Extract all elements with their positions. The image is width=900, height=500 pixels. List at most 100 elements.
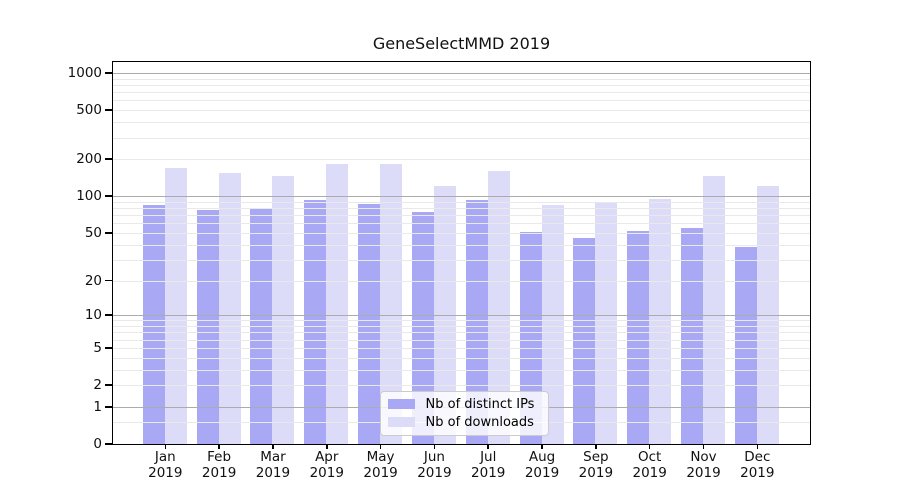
bar-nb-of-distinct-ips-apr-2019 — [304, 200, 327, 444]
y-tick-mark — [105, 109, 112, 111]
x-tick-mark — [756, 444, 759, 449]
x-tick-label-line: 2019 — [740, 465, 775, 481]
y-tick-mark — [105, 279, 112, 282]
x-tick-label-nov-2019: Nov 2019 — [668, 449, 740, 481]
y-tick-mark — [105, 347, 112, 349]
bar-nb-of-distinct-ips-jan-2019 — [142, 204, 165, 444]
x-tick-mark — [379, 444, 382, 449]
x-tick-label-jul-2019: Jul 2019 — [452, 449, 524, 481]
bar-nb-of-downloads-nov-2019 — [703, 175, 725, 444]
minor-gridline — [112, 384, 810, 386]
x-tick-label-aug-2019: Aug 2019 — [506, 449, 578, 481]
bars-layer — [113, 62, 810, 444]
x-tick-label-line: Mar — [260, 449, 286, 465]
x-tick-mark — [648, 444, 651, 449]
bar-nb-of-downloads-jan-2019 — [164, 168, 187, 444]
minor-gridline — [112, 319, 810, 321]
minor-gridline — [112, 222, 810, 224]
bar-nb-of-downloads-aug-2019 — [541, 204, 564, 444]
x-tick-mark — [272, 444, 274, 449]
minor-gridline — [112, 99, 810, 101]
y-tick-mark — [105, 195, 112, 197]
x-tick-label-line: Jan — [154, 449, 176, 465]
x-tick-label-line: 2019 — [524, 465, 560, 481]
x-tick-label-line: 2019 — [686, 465, 721, 481]
grid-layer — [112, 62, 810, 444]
minor-gridline — [112, 84, 810, 86]
minor-gridline — [112, 331, 810, 333]
y-tick-label-500: 500 — [76, 102, 102, 119]
bar-nb-of-distinct-ips-oct-2019 — [627, 231, 650, 444]
y-tick-label-5: 5 — [93, 339, 102, 356]
legend-label-downloads: Nb of downloads — [425, 414, 534, 430]
minor-gridline — [112, 137, 810, 139]
x-tick-label-line: Dec — [744, 449, 771, 465]
y-tick-mark — [105, 232, 112, 234]
minor-gridline — [112, 214, 810, 216]
x-tick-label-line: 2019 — [632, 465, 667, 481]
y-tick-mark — [105, 406, 112, 408]
legend: Nb of distinct IPs Nb of downloads — [379, 390, 550, 436]
x-tick-label-line: 2019 — [578, 465, 614, 481]
minor-gridline — [112, 280, 810, 282]
bar-nb-of-distinct-ips-nov-2019 — [681, 228, 703, 444]
x-tick-label-line: 2019 — [148, 465, 183, 481]
chart-title: GeneSelectMMD 2019 — [372, 34, 551, 53]
legend-item-downloads: Nb of downloads — [387, 414, 535, 430]
minor-gridline — [112, 357, 810, 359]
minor-gridline — [112, 121, 810, 123]
minor-gridline — [112, 244, 810, 246]
minor-gridline — [112, 339, 810, 341]
x-tick-label-line: Aug — [528, 449, 556, 465]
minor-gridline — [112, 232, 810, 234]
bar-nb-of-downloads-may-2019 — [380, 164, 403, 444]
x-tick-label-feb-2019: Feb 2019 — [183, 449, 255, 481]
bar-nb-of-distinct-ips-jun-2019 — [411, 211, 434, 444]
x-tick-label-jun-2019: Jun 2019 — [398, 449, 470, 481]
minor-gridline — [112, 207, 810, 209]
y-tick-mark — [105, 72, 112, 74]
bar-nb-of-downloads-feb-2019 — [218, 172, 241, 444]
y-tick-mark — [105, 158, 112, 160]
y-tick-label-2: 2 — [93, 377, 102, 393]
y-tick-label-200: 200 — [76, 151, 102, 168]
bar-nb-of-downloads-apr-2019 — [326, 164, 349, 444]
bar-nb-of-distinct-ips-dec-2019 — [734, 246, 757, 444]
x-tick-label-jan-2019: Jan 2019 — [129, 449, 201, 481]
x-tick-label-may-2019: May 2019 — [345, 449, 417, 481]
x-tick-label-dec-2019: Dec 2019 — [721, 449, 793, 481]
bar-nb-of-distinct-ips-jul-2019 — [465, 199, 488, 444]
minor-gridline — [112, 158, 810, 160]
x-tick-label-apr-2019: Apr 2019 — [291, 449, 363, 481]
x-tick-label-line: 2019 — [201, 465, 237, 481]
x-tick-label-line: 2019 — [417, 465, 452, 481]
x-tick-mark — [326, 444, 328, 449]
x-tick-label-line: May — [366, 449, 395, 465]
plot-area: Nb of distinct IPs Nb of downloads — [111, 60, 811, 445]
x-tick-label-line: Oct — [638, 449, 662, 465]
bar-nb-of-distinct-ips-may-2019 — [358, 203, 381, 444]
x-tick-label-line: Feb — [207, 449, 232, 465]
x-tick-mark — [487, 444, 489, 449]
legend-label-distinct-ips: Nb of distinct IPs — [425, 396, 535, 412]
x-tick-mark — [164, 444, 167, 449]
x-tick-label-mar-2019: Mar 2019 — [237, 449, 309, 481]
y-tick-label-10: 10 — [84, 307, 102, 324]
x-tick-label-line: Nov — [690, 449, 717, 465]
x-tick-label-line: Jun — [423, 449, 445, 465]
x-tick-label-line: 2019 — [309, 465, 344, 481]
bar-nb-of-distinct-ips-sep-2019 — [573, 237, 596, 444]
minor-gridline — [112, 91, 810, 93]
y-tick-mark — [105, 384, 112, 386]
x-tick-mark — [541, 444, 543, 449]
y-tick-mark — [105, 443, 112, 445]
x-tick-label-line: 2019 — [363, 465, 398, 481]
major-gridline — [112, 195, 810, 197]
minor-gridline — [112, 201, 810, 203]
y-tick-label-1000: 1000 — [67, 64, 102, 81]
y-tick-label-1: 1 — [93, 398, 102, 415]
x-tick-mark — [433, 444, 436, 449]
x-tick-label-oct-2019: Oct 2019 — [614, 449, 686, 481]
y-tick-label-0: 0 — [93, 436, 102, 452]
